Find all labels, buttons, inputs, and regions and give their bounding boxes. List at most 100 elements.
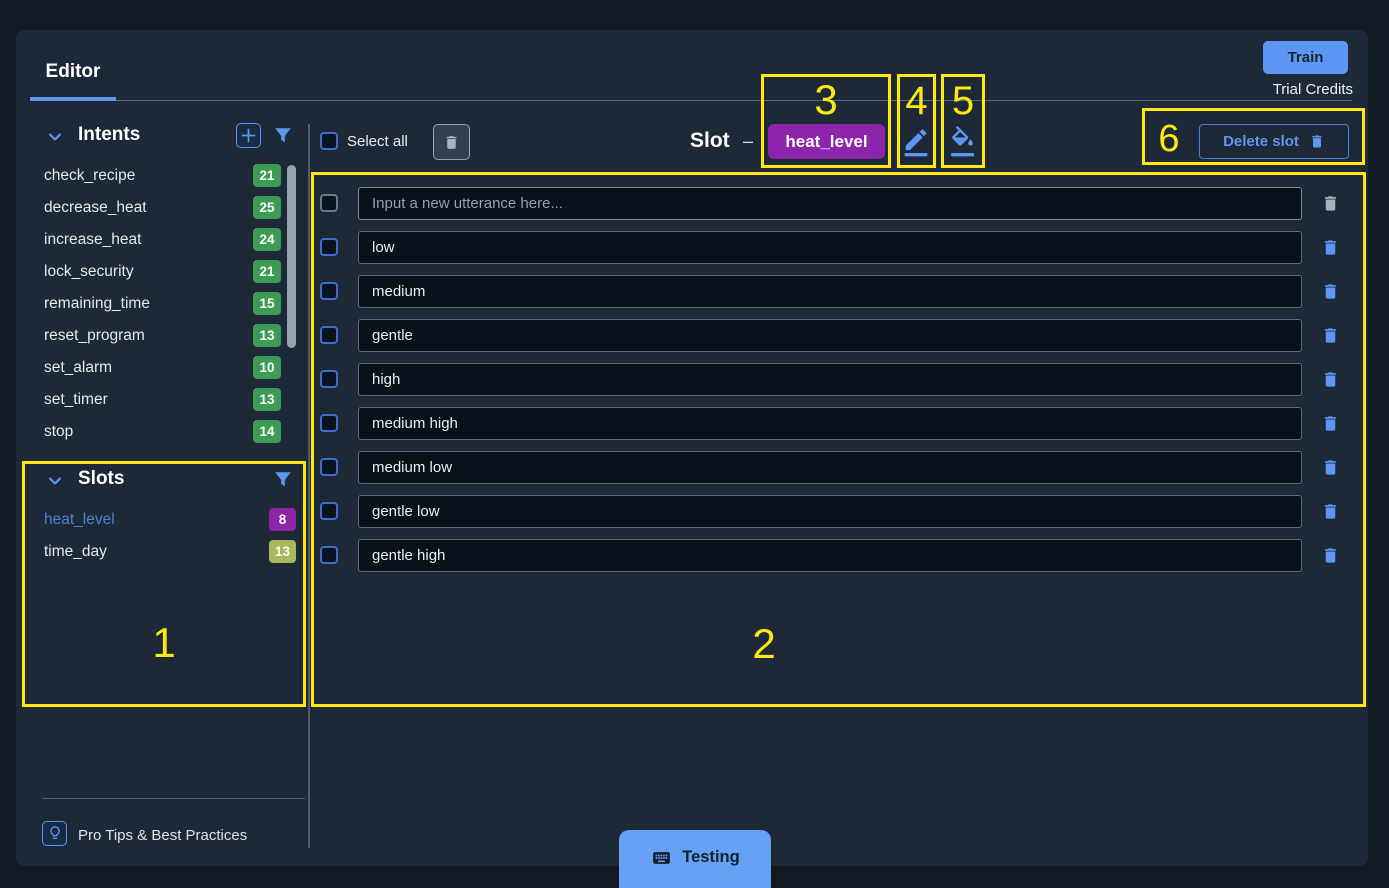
slot-label: heat_level [44,511,115,528]
trash-icon [1324,548,1337,563]
editor-panel [16,30,1368,866]
intent-list-item[interactable]: set_timer 13 [22,384,306,416]
add-intent-button[interactable] [236,123,261,148]
tab-editor[interactable]: Editor [30,56,116,101]
delete-slot-label: Delete slot [1223,133,1299,150]
intent-label: reset_program [44,327,145,344]
utterance-delete-button[interactable] [1321,237,1340,258]
chevron-down-icon[interactable] [46,472,64,490]
slot-list-item[interactable]: heat_level 8 [22,504,306,536]
intent-list-item[interactable]: set_alarm 10 [22,352,306,384]
utterance-delete-button[interactable] [1321,545,1340,566]
intent-list-item[interactable]: decrease_heat 25 [22,192,306,224]
utterance-row [0,451,1389,484]
intent-count-badge: 14 [253,420,281,443]
utterance-input[interactable] [358,363,1302,396]
utterance-input[interactable] [358,539,1302,572]
utterance-row [0,363,1389,396]
train-button[interactable]: Train [1263,41,1348,74]
utterance-input[interactable] [358,407,1302,440]
intent-count-badge: 10 [253,356,281,379]
intent-count-badge: 21 [253,164,281,187]
utterance-checkbox[interactable] [320,502,338,520]
trash-icon [1324,372,1337,387]
utterance-delete-button[interactable] [1321,369,1340,390]
utterance-row [0,539,1389,572]
utterance-row [0,407,1389,440]
trash-icon [1324,196,1337,211]
testing-label: Testing [682,848,740,866]
delete-slot-button[interactable]: Delete slot [1199,124,1349,159]
utterance-checkbox[interactable] [320,282,338,300]
intent-label: remaining_time [44,295,150,312]
utterance-checkbox[interactable] [320,414,338,432]
trash-icon [1312,135,1322,148]
intent-list-item[interactable]: stop 14 [22,416,306,448]
intent-count-badge: 13 [253,388,281,411]
utterance-input[interactable] [358,451,1302,484]
intent-count-badge: 13 [253,324,281,347]
select-all-checkbox[interactable] [320,132,338,150]
utterance-checkbox[interactable] [320,370,338,388]
intent-list-item[interactable]: remaining_time 15 [22,288,306,320]
filter-slots-icon[interactable] [274,471,292,488]
intent-label: decrease_heat [44,199,147,216]
select-all-label: Select all [347,133,408,150]
trash-icon [1324,460,1337,475]
slot-count-badge: 8 [269,508,296,531]
intent-list-item[interactable]: reset_program 13 [22,320,306,352]
intent-count-badge: 15 [253,292,281,315]
bulk-delete-button[interactable] [433,124,470,160]
utterance-delete-button[interactable] [1321,501,1340,522]
utterance-input[interactable] [358,231,1302,264]
utterance-row [0,319,1389,352]
testing-button[interactable]: Testing [619,830,771,888]
intent-list-item[interactable]: check_recipe 21 [22,160,306,192]
utterance-checkbox[interactable] [320,326,338,344]
utterance-delete-button[interactable] [1321,193,1340,214]
utterance-checkbox[interactable] [320,546,338,564]
utterance-row [0,275,1389,308]
trial-credits-link[interactable]: Trial Credits [1272,81,1353,98]
pro-tips-label[interactable]: Pro Tips & Best Practices [78,827,248,844]
trash-icon [1324,284,1337,299]
utterance-row [0,231,1389,264]
slot-title: Slot [690,129,730,152]
tab-divider [116,100,1352,101]
slot-title-dash: – [743,131,754,151]
intent-list-item[interactable]: lock_security 21 [22,256,306,288]
intent-count-badge: 25 [253,196,281,219]
utterance-input[interactable] [358,495,1302,528]
utterance-input[interactable] [358,187,1302,220]
utterance-input[interactable] [358,275,1302,308]
trash-icon [1324,240,1337,255]
trash-icon [1324,504,1337,519]
intent-label: stop [44,423,74,440]
intent-label: set_timer [44,391,108,408]
utterance-input[interactable] [358,319,1302,352]
intents-scrollbar[interactable] [287,165,296,348]
sidebar-divider [308,124,310,848]
slot-list-item[interactable]: time_day 13 [22,536,306,568]
trash-icon [1324,328,1337,343]
utterance-checkbox[interactable] [320,238,338,256]
pro-tips-button[interactable] [42,821,67,846]
filter-intents-icon[interactable] [274,127,292,144]
intent-label: set_alarm [44,359,113,376]
intent-label: increase_heat [44,231,142,248]
keyboard-icon [653,852,671,864]
utterance-delete-button[interactable] [1321,413,1340,434]
slots-section-title: Slots [78,468,125,489]
annotate-fill-icon[interactable] [946,126,979,157]
trash-icon [1324,416,1337,431]
utterance-checkbox[interactable] [320,194,338,212]
slot-count-badge: 13 [269,540,296,563]
utterance-delete-button[interactable] [1321,325,1340,346]
utterance-checkbox[interactable] [320,458,338,476]
utterance-delete-button[interactable] [1321,457,1340,478]
chevron-down-icon[interactable] [46,128,64,146]
utterance-delete-button[interactable] [1321,281,1340,302]
intent-list-item[interactable]: increase_heat 24 [22,224,306,256]
edit-slot-icon[interactable] [902,126,930,157]
slot-label: time_day [44,543,107,560]
